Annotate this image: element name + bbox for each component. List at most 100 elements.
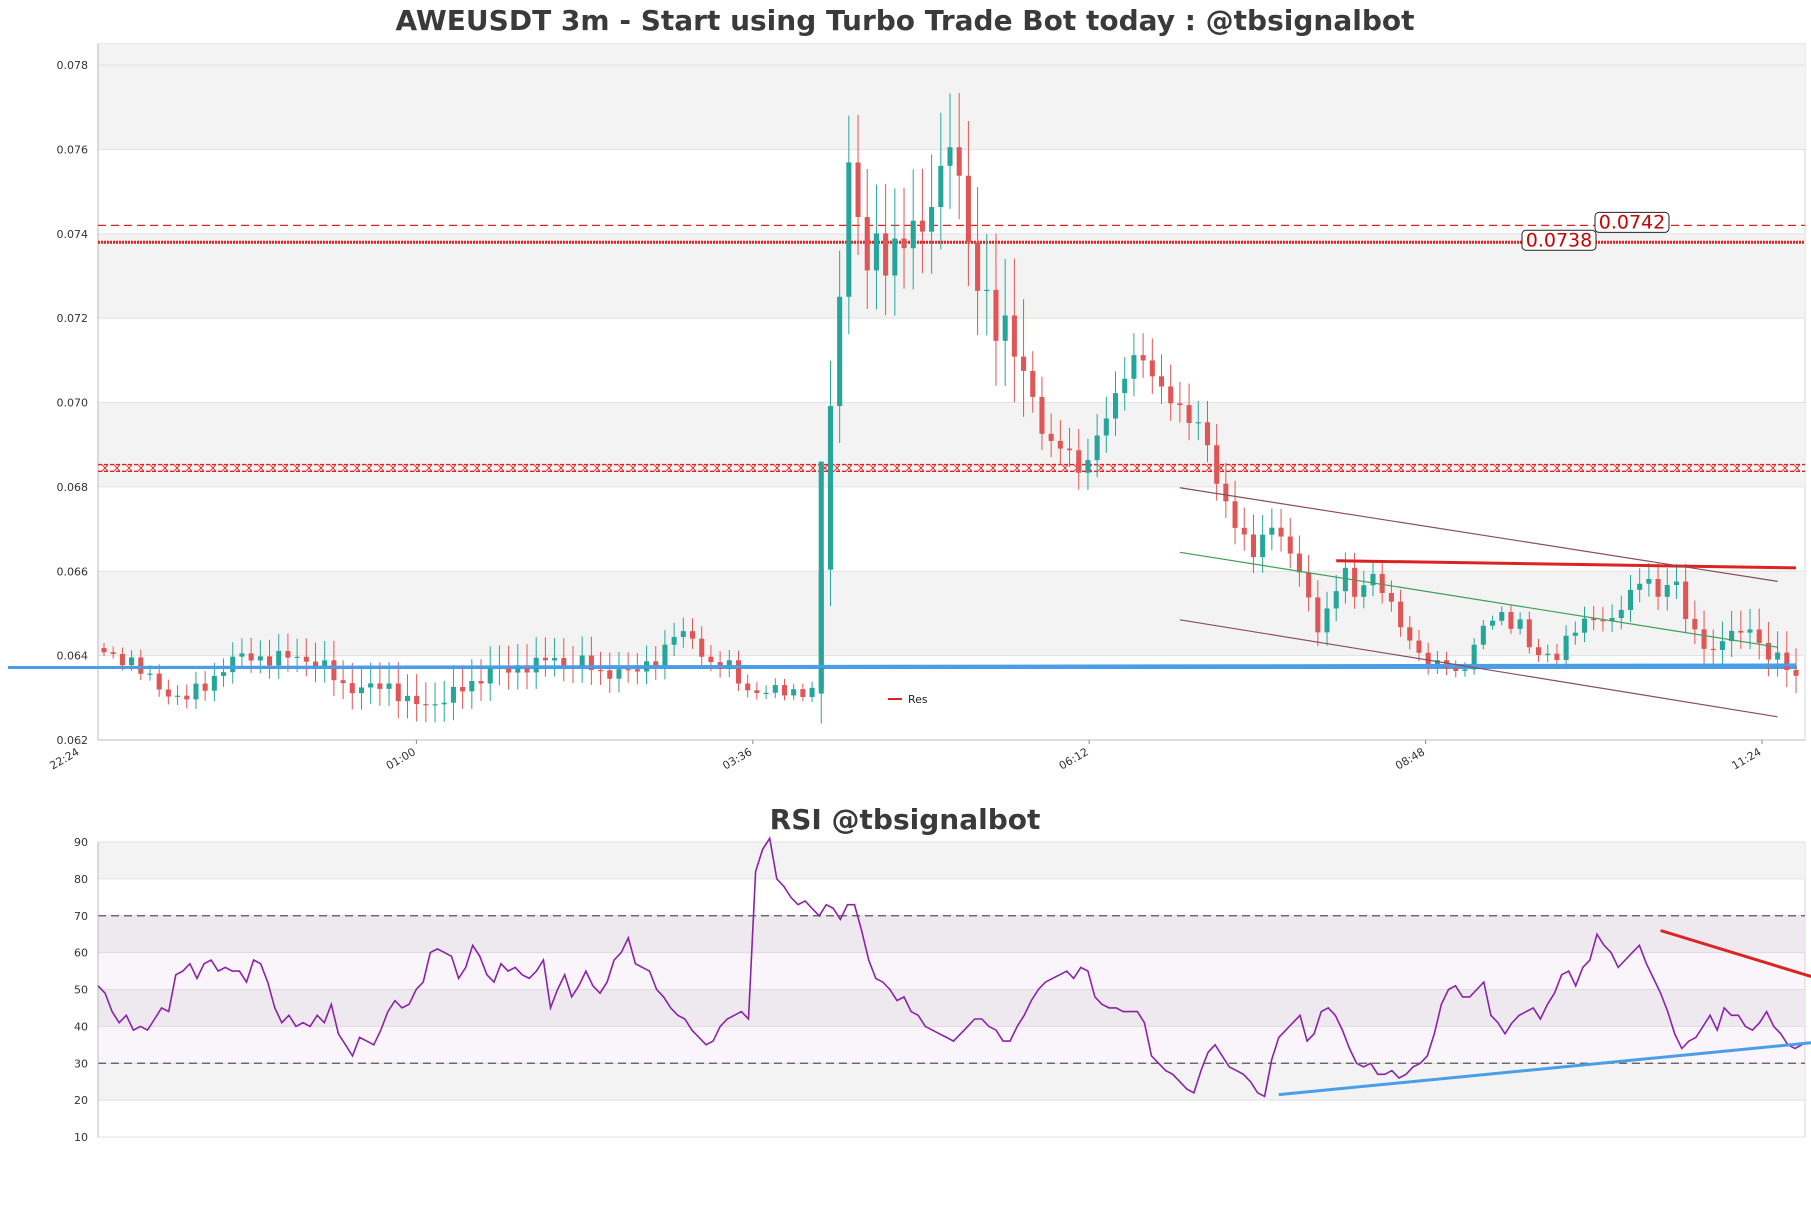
candle-body bbox=[809, 687, 815, 697]
level-label-box bbox=[1594, 211, 1670, 233]
crossed-hatch bbox=[413, 464, 421, 472]
candle-body bbox=[625, 669, 631, 671]
candle-body bbox=[1517, 619, 1523, 629]
crossed-hatch bbox=[989, 464, 997, 472]
y-tick-label: 0.064 bbox=[57, 650, 89, 663]
crossed-hatch bbox=[497, 464, 505, 472]
candle-body bbox=[588, 655, 594, 670]
candle-body bbox=[1471, 644, 1477, 670]
candle-body bbox=[368, 683, 374, 688]
crossed-hatch bbox=[125, 464, 133, 472]
candle-body bbox=[395, 683, 401, 702]
crossed-hatch bbox=[1253, 464, 1261, 472]
candle-body bbox=[1076, 450, 1082, 473]
crossed-hatch bbox=[1373, 464, 1381, 472]
candle-body bbox=[1361, 585, 1367, 597]
rsi-grid-band bbox=[98, 989, 1805, 1027]
candle-body bbox=[119, 653, 125, 666]
candle-body bbox=[827, 406, 833, 570]
candle-body bbox=[1103, 418, 1109, 436]
crossed-hatch bbox=[233, 464, 241, 472]
x-tick-label: 11:24 bbox=[1730, 745, 1764, 772]
candle-body bbox=[1747, 629, 1753, 633]
crossed-hatch bbox=[1685, 464, 1693, 472]
crossed-hatch bbox=[161, 464, 169, 472]
y-tick-label: 0.076 bbox=[57, 143, 89, 156]
candle-body bbox=[1655, 578, 1661, 597]
candle-body bbox=[1664, 584, 1670, 597]
crossed-hatch bbox=[1325, 464, 1333, 472]
crossed-hatch bbox=[665, 464, 673, 472]
candle-body bbox=[1269, 527, 1275, 535]
crossed-hatch bbox=[473, 464, 481, 472]
candle-body bbox=[1719, 641, 1725, 650]
candle-body bbox=[414, 695, 420, 705]
crossed-hatch bbox=[101, 464, 109, 472]
grid-band bbox=[98, 233, 1805, 319]
crossed-hatch bbox=[941, 464, 949, 472]
candle-body bbox=[478, 681, 484, 684]
crossed-hatch bbox=[1721, 464, 1729, 472]
candle-body bbox=[432, 704, 438, 706]
candle-body bbox=[469, 681, 475, 692]
candle-body bbox=[1204, 422, 1211, 446]
candle-body bbox=[1637, 583, 1643, 590]
crossed-hatch bbox=[1709, 464, 1717, 472]
candle-body bbox=[1692, 619, 1698, 630]
candle-body bbox=[1765, 642, 1771, 660]
candle-body bbox=[1306, 572, 1312, 598]
x-tick-label: 06:12 bbox=[1057, 745, 1091, 772]
crossed-hatch bbox=[1577, 464, 1585, 472]
candle-body bbox=[1784, 652, 1790, 670]
crossed-hatch bbox=[593, 464, 601, 472]
rsi-grid-band bbox=[98, 842, 1805, 879]
candle-body bbox=[239, 653, 245, 657]
legend-label-res: Res bbox=[908, 693, 928, 706]
crossed-hatch bbox=[749, 464, 757, 472]
crossed-hatch bbox=[245, 464, 253, 472]
candle-body bbox=[607, 670, 613, 679]
crossed-hatch bbox=[761, 464, 769, 472]
rsi-y-tick-label: 40 bbox=[74, 1020, 88, 1033]
crossed-hatch bbox=[1061, 464, 1069, 472]
candle-body bbox=[1011, 315, 1017, 357]
rsi-resistance-trend-line bbox=[1660, 929, 1811, 979]
candle-body bbox=[579, 655, 585, 668]
crossed-hatch bbox=[185, 464, 193, 472]
crossed-hatch bbox=[1349, 464, 1357, 472]
candle-body bbox=[1315, 597, 1321, 633]
candle-body bbox=[1526, 619, 1532, 648]
candle-body bbox=[221, 672, 227, 676]
crossed-hatch bbox=[977, 464, 985, 472]
candle-body bbox=[735, 660, 742, 684]
rsi-y-tick-label: 10 bbox=[74, 1131, 88, 1144]
crossed-hatch bbox=[845, 464, 853, 472]
candle-body bbox=[1002, 315, 1008, 341]
rsi-y-tick-label: 80 bbox=[74, 873, 88, 886]
candle-body bbox=[837, 296, 843, 407]
candle-body bbox=[938, 165, 944, 208]
crossed-hatch bbox=[1505, 464, 1513, 472]
candle-body bbox=[211, 675, 217, 691]
candle-body bbox=[1701, 629, 1707, 649]
candle-body bbox=[1581, 618, 1588, 633]
candle-body bbox=[1241, 527, 1247, 535]
y-tick-label: 0.078 bbox=[57, 59, 89, 72]
candle-body bbox=[147, 673, 153, 675]
crossed-hatch bbox=[353, 464, 361, 472]
y-tick-label: 0.062 bbox=[57, 734, 89, 747]
crossed-hatch bbox=[1097, 464, 1105, 472]
candle-body bbox=[1535, 647, 1542, 656]
candle-body bbox=[349, 683, 355, 694]
candle-body bbox=[460, 686, 466, 692]
crossed-hatch bbox=[149, 464, 157, 472]
crossed-hatch bbox=[1145, 464, 1153, 472]
crossed-hatch bbox=[797, 464, 805, 472]
crossed-hatch bbox=[173, 464, 181, 472]
candle-body bbox=[689, 631, 696, 639]
crossed-hatch bbox=[1277, 464, 1285, 472]
candle-body bbox=[745, 683, 751, 691]
x-tick-label: 22:24 bbox=[48, 745, 82, 772]
candle-body bbox=[1260, 534, 1266, 558]
candle-body bbox=[1480, 625, 1486, 645]
